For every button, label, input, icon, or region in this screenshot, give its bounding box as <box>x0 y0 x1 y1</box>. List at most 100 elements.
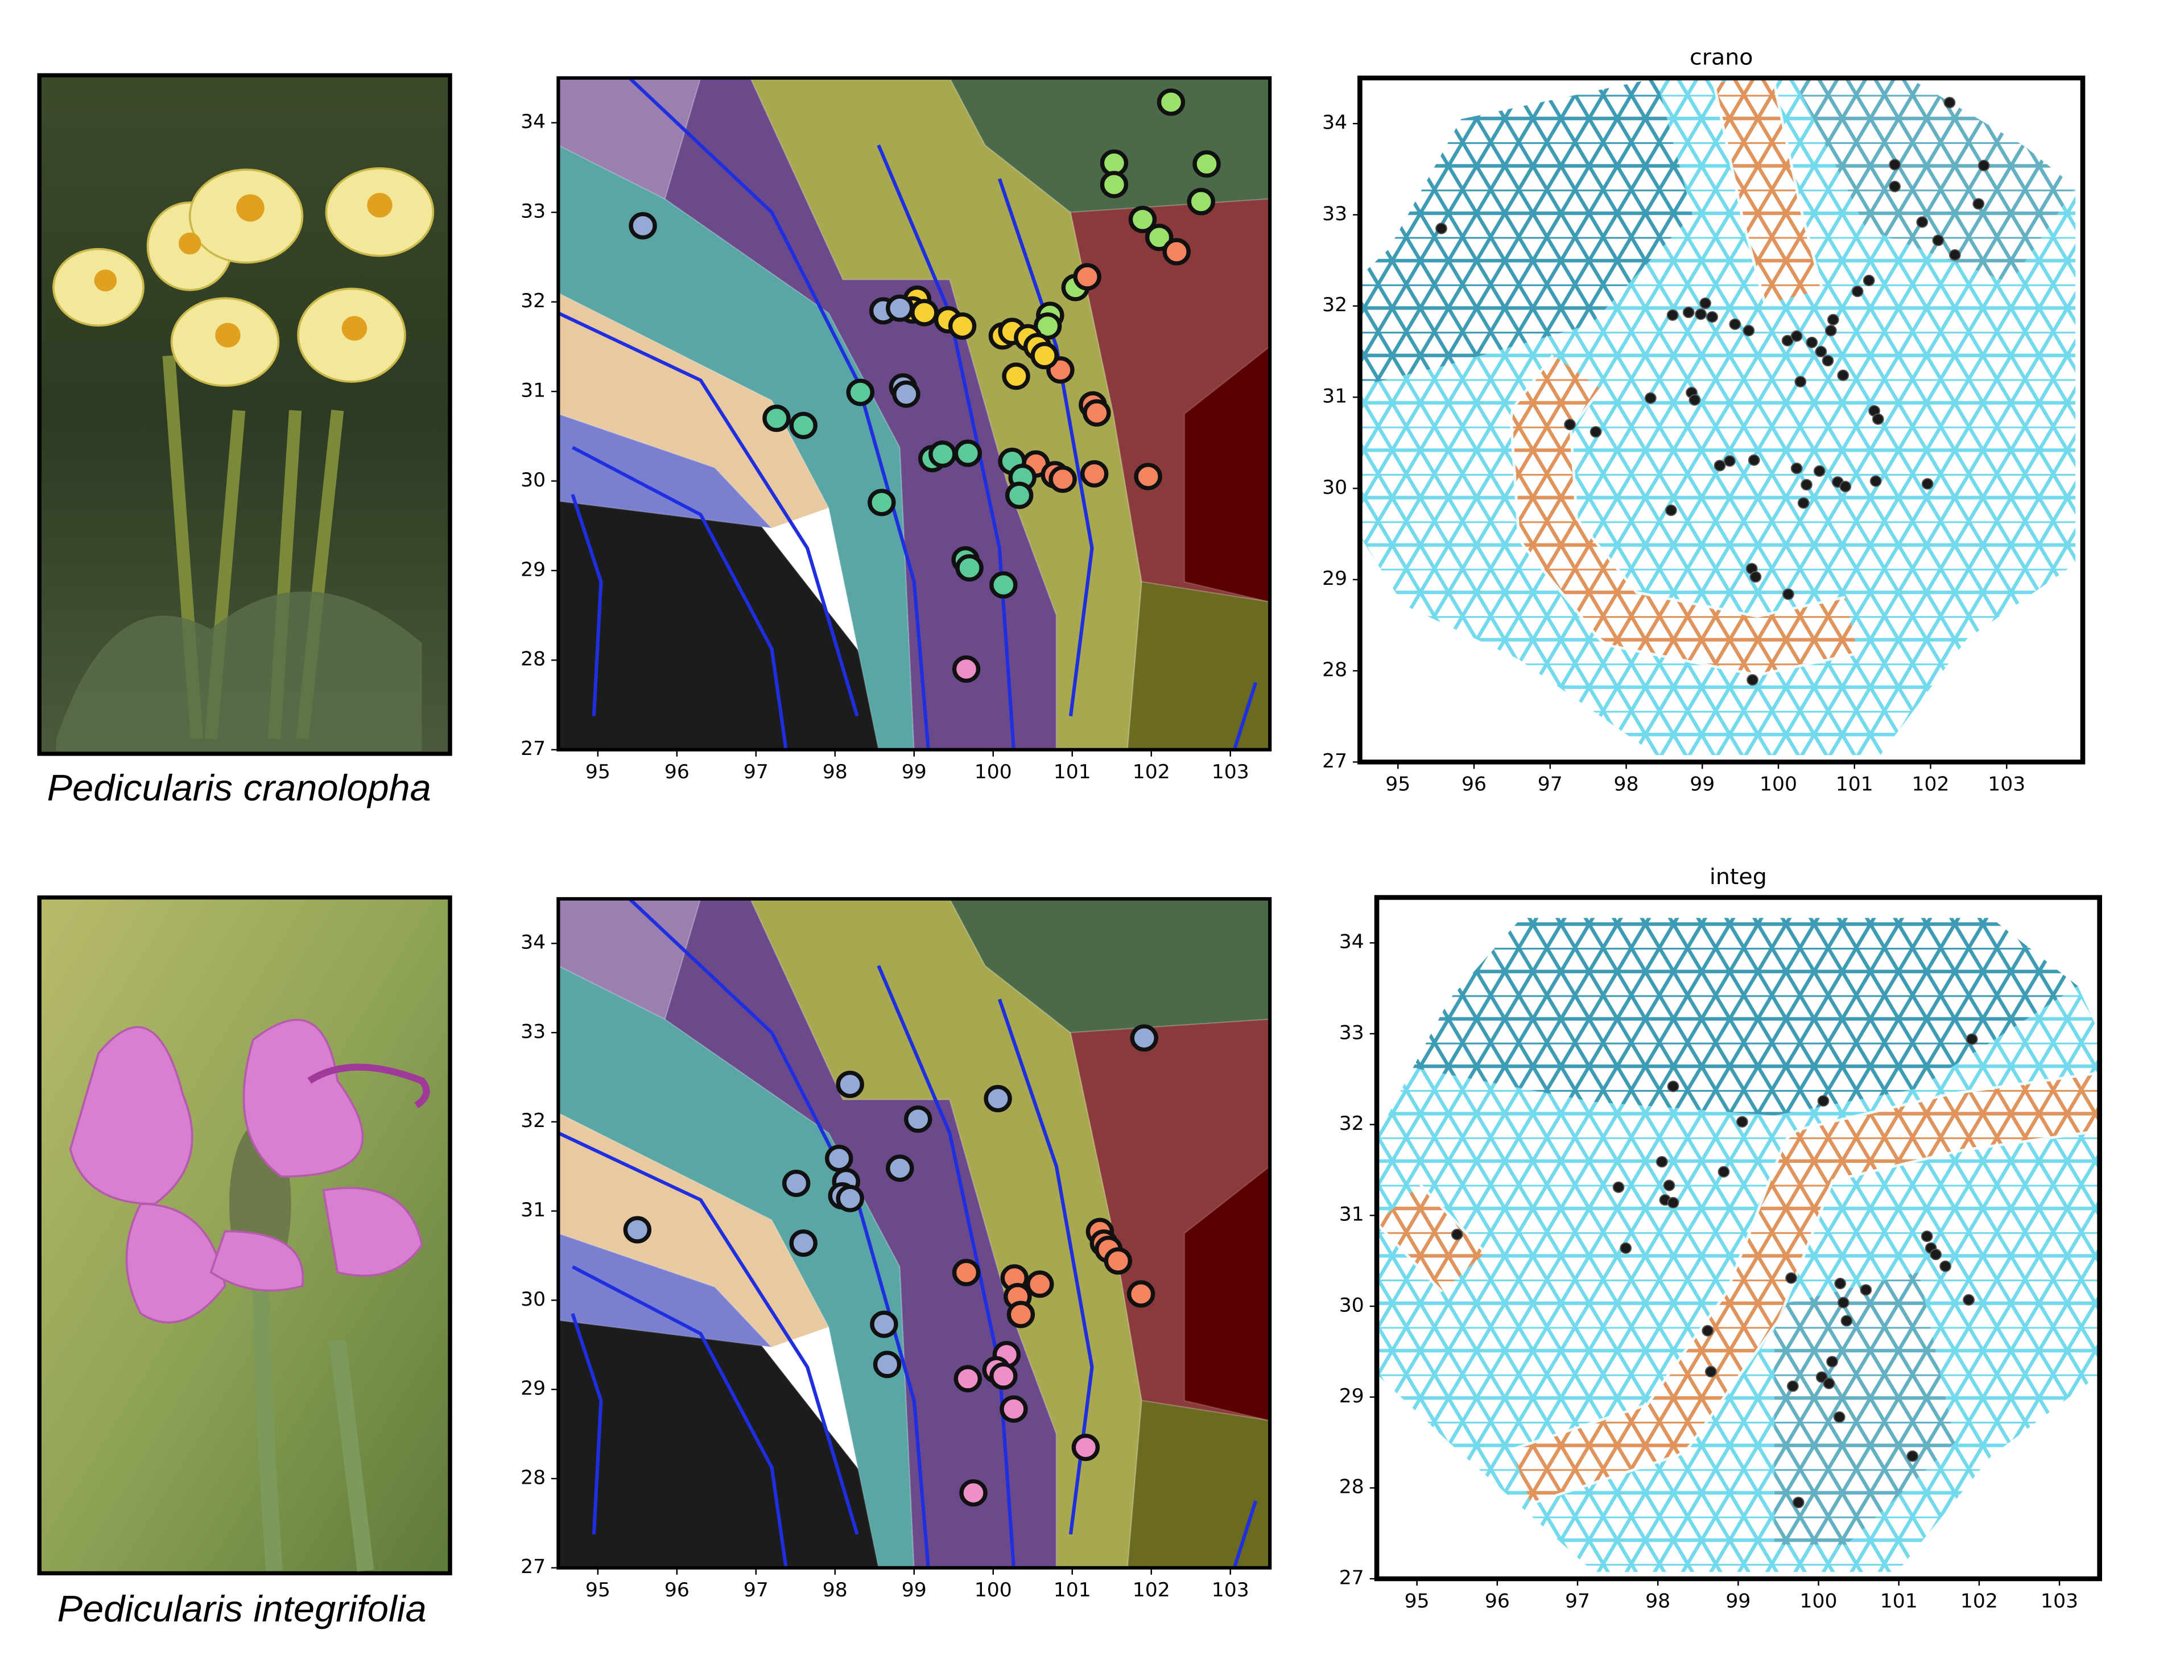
caption: Pedicularis cranolopha <box>47 767 431 808</box>
point <box>1665 504 1677 517</box>
river <box>558 1131 859 1535</box>
x-tick-label: 103 <box>1212 1579 1249 1601</box>
y-tick-label: 33 <box>521 200 546 222</box>
point <box>1860 1284 1872 1296</box>
x-tick-label: 96 <box>664 1579 690 1601</box>
point <box>1695 308 1707 320</box>
y-tick-label: 31 <box>1322 385 1347 407</box>
point <box>1100 171 1129 199</box>
point <box>1706 311 1719 323</box>
point <box>1872 413 1884 425</box>
x-tick-label: 98 <box>823 761 848 783</box>
watershed <box>1126 1400 1270 1568</box>
caption: Pedicularis integrifolia <box>57 1588 427 1629</box>
chart-title: crano <box>1690 45 1753 70</box>
mesh-band <box>1512 356 1858 674</box>
point <box>825 1145 853 1173</box>
mesh-region <box>1413 918 2078 1116</box>
y-tick-label: 29 <box>521 1377 546 1400</box>
x-tick-label: 101 <box>1054 1579 1091 1601</box>
river <box>877 965 1015 1568</box>
point <box>1187 188 1216 216</box>
point <box>1822 354 1834 367</box>
point <box>789 1229 818 1257</box>
point <box>1620 1242 1632 1254</box>
point <box>1736 1116 1748 1128</box>
river <box>571 1265 788 1568</box>
photo <box>37 895 452 1576</box>
x-tick-label: 101 <box>1836 773 1873 795</box>
river <box>571 1313 603 1535</box>
point <box>989 1362 1018 1390</box>
x-tick-label: 99 <box>1690 773 1715 795</box>
y-tick-label: 30 <box>521 1288 546 1310</box>
point <box>1682 306 1695 319</box>
y-tick-label: 28 <box>1322 659 1347 681</box>
x-tick-label: 101 <box>1880 1590 1918 1612</box>
panel: 95 96 97 98 99 100 101 102 103 27 28 29 30 31 32 33 34 <box>521 76 1272 783</box>
x-tick-label: 101 <box>1054 761 1091 783</box>
y-tick-label: 29 <box>1339 1385 1364 1407</box>
point <box>1963 1294 1975 1306</box>
point <box>892 380 920 408</box>
point <box>1840 1315 1853 1327</box>
point <box>1699 297 1712 309</box>
x-tick-label: 103 <box>2041 1590 2078 1612</box>
point <box>910 299 939 327</box>
x-tick-label: 99 <box>902 761 927 783</box>
mesh-band <box>1377 1185 1484 1291</box>
river <box>997 178 1094 717</box>
panel: 95 96 97 98 99 100 101 102 103 27 28 29 30 31 32 33 34 <box>521 897 1272 1601</box>
y-tick-label: 30 <box>521 469 546 491</box>
y-tick-label: 34 <box>1322 112 1347 134</box>
point <box>1000 1395 1028 1423</box>
point <box>1823 1377 1835 1389</box>
point <box>1002 362 1030 390</box>
river <box>571 445 788 750</box>
y-tick-label: 33 <box>1322 203 1347 225</box>
mesh-region <box>1793 78 2076 283</box>
y-tick-label: 27 <box>521 1556 546 1578</box>
point <box>1930 1248 1942 1261</box>
x-tick-label: 102 <box>1133 1579 1170 1601</box>
point <box>1916 216 1929 228</box>
point <box>1815 1371 1828 1383</box>
x-tick-label: 98 <box>1614 773 1639 795</box>
point <box>623 1216 652 1244</box>
y-tick-label: 33 <box>521 1021 546 1043</box>
x-tick-label: 100 <box>1800 1590 1838 1612</box>
point <box>1943 97 1956 109</box>
x-tick-label: 96 <box>1485 1590 1510 1612</box>
point <box>1145 224 1174 251</box>
surface <box>1377 918 2100 1572</box>
y-tick-label: 34 <box>521 931 546 953</box>
point <box>1977 159 1990 172</box>
point <box>1921 478 1934 490</box>
y-tick-label: 33 <box>1339 1022 1364 1044</box>
watershed <box>1183 1165 1270 1422</box>
y-tick-label: 32 <box>521 290 546 312</box>
point <box>762 404 791 432</box>
point <box>1826 1356 1838 1368</box>
panel: 95 96 97 98 99 100 101 102 103 27 28 29 30 31 32 33 34 cr… <box>1322 45 2086 796</box>
point <box>1889 159 1901 171</box>
y-tick-label: 27 <box>521 738 546 760</box>
point <box>1030 342 1059 370</box>
x-tick-label: 96 <box>1461 773 1487 795</box>
x-tick-label: 99 <box>1725 1590 1750 1612</box>
point <box>1688 394 1701 406</box>
point <box>1851 286 1864 298</box>
point <box>1667 1080 1679 1092</box>
watershed <box>1183 345 1270 603</box>
point <box>904 1105 932 1133</box>
basemap <box>558 898 1270 1568</box>
point <box>1833 1411 1846 1423</box>
point <box>1714 460 1726 472</box>
x-tick-label: 100 <box>975 761 1012 783</box>
point <box>1972 198 1985 210</box>
river <box>558 311 859 717</box>
point <box>1948 249 1961 261</box>
point <box>1889 180 1901 192</box>
y-tick-label: 32 <box>1322 294 1347 316</box>
